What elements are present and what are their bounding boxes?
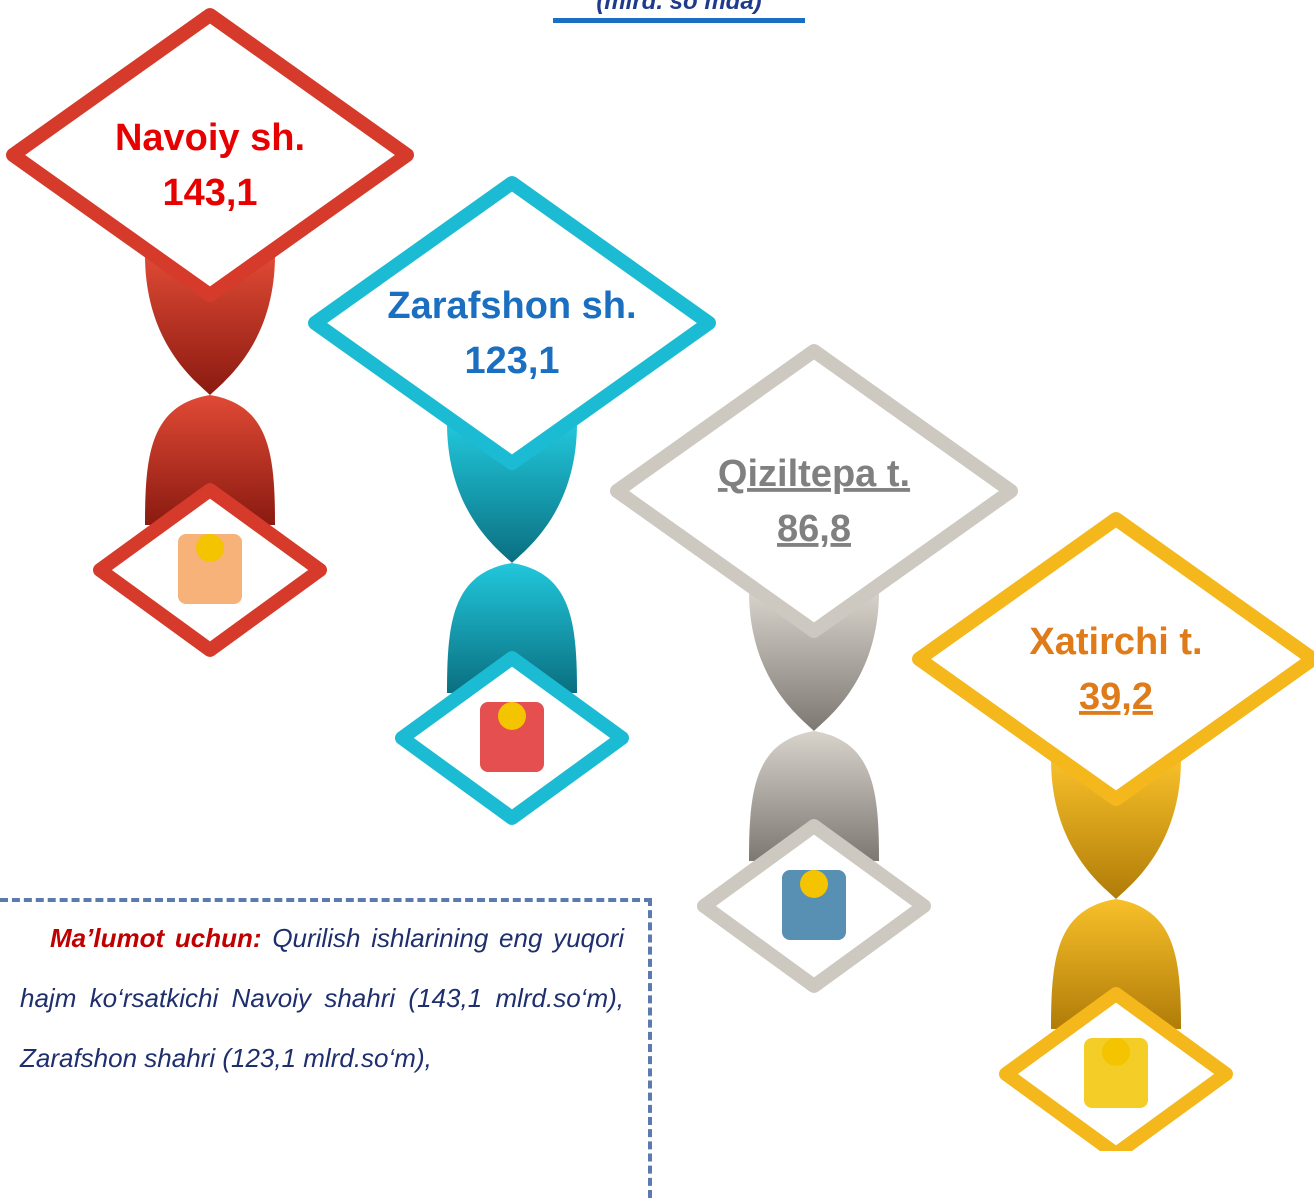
note-box xyxy=(0,898,652,1198)
ribbon xyxy=(749,591,879,731)
item-value: 143,1 xyxy=(162,172,257,214)
big-diamond xyxy=(6,8,414,302)
ribbon xyxy=(145,395,275,525)
ribbon xyxy=(145,255,275,395)
ribbon xyxy=(1051,899,1181,1029)
ribbon xyxy=(447,563,577,693)
icon xyxy=(178,534,242,604)
item-name: Qiziltepa t. xyxy=(718,453,910,495)
item-value: 123,1 xyxy=(464,340,559,382)
item-name: Navoiy sh. xyxy=(115,117,305,159)
big-diamond xyxy=(912,512,1314,806)
subtitle-underline xyxy=(553,18,805,23)
ribbon xyxy=(749,731,879,861)
icon xyxy=(800,870,828,898)
icon xyxy=(782,870,846,940)
icon xyxy=(480,702,544,772)
item-value: 86,8 xyxy=(777,508,851,550)
icon xyxy=(1102,1038,1130,1066)
icon xyxy=(498,702,526,730)
icon xyxy=(1084,1038,1148,1108)
ribbon xyxy=(1051,759,1181,899)
note-text: Qurilish ishlarining eng yuqori hajm ko‘… xyxy=(20,923,625,1073)
note-lead: Ma’lumot uchun: xyxy=(50,923,262,953)
item-name: Xatirchi t. xyxy=(1029,621,1202,663)
item-value: 39,2 xyxy=(1079,676,1153,718)
subtitle: (mlrd. so‘mda) xyxy=(596,0,762,15)
ribbon xyxy=(447,423,577,563)
diagram: Navoiy sh. 143,1 Zarafshon sh. 123,1 Qizilte… xyxy=(6,8,1314,1151)
big-diamond xyxy=(610,344,1018,638)
big-diamond xyxy=(308,176,716,470)
icon xyxy=(196,534,224,562)
note: Ma’lumot uchun: Qurilish ishlarining eng… xyxy=(20,908,624,1088)
item-name: Zarafshon sh. xyxy=(387,285,636,327)
